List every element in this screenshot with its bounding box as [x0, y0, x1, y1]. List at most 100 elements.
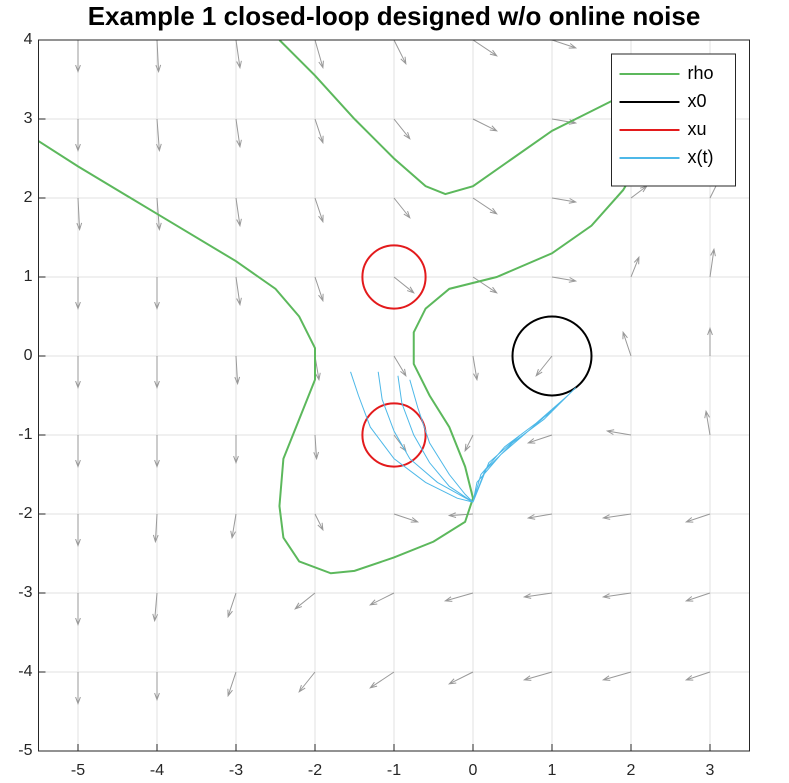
y-tick-label: 4 — [24, 31, 33, 48]
quiver-arrow — [314, 40, 324, 70]
plot-content — [38, 40, 723, 751]
y-tick-label: 2 — [24, 189, 33, 206]
quiver-arrow — [684, 513, 711, 523]
quiver-arrow — [605, 429, 632, 436]
circle-set — [361, 402, 427, 468]
quiver-arrow — [526, 513, 553, 520]
quiver-arrow — [230, 513, 237, 540]
quiver-arrow — [535, 355, 553, 377]
quiver-arrow — [522, 671, 553, 681]
quiver-arrow — [551, 276, 578, 283]
quiver-arrow — [155, 40, 162, 74]
quiver-arrow — [622, 330, 632, 357]
quiver-arrow — [393, 355, 407, 378]
quiver-arrow — [227, 592, 237, 619]
x-tick-label: -3 — [229, 762, 243, 779]
ticks: -5 -4 -3 -2 -1 0 1 2 3 -5 -4 -3 -2 -1 0 1 2 3 4 — [18, 31, 714, 779]
chart-title: Example 1 closed-loop designed w/o onlin… — [88, 1, 701, 31]
quiver-arrow — [472, 276, 498, 294]
y-tick-label: 3 — [24, 110, 33, 127]
y-tick-label: -4 — [18, 663, 32, 680]
quiver-arrow — [550, 750, 552, 751]
x-tick-label: -4 — [150, 762, 164, 779]
quiver-arrow — [314, 276, 324, 303]
quiver-arrow — [393, 513, 420, 523]
quiver-arrow — [393, 197, 411, 219]
legend: rho x0 xu x(t) — [611, 53, 736, 187]
legend-label: x(t) — [688, 147, 714, 167]
quiver-arrow — [369, 671, 395, 689]
quiver-arrow — [709, 247, 716, 278]
quiver-arrow — [684, 592, 711, 602]
legend-label: x0 — [688, 91, 707, 111]
y-tick-label: -3 — [18, 584, 32, 601]
quiver-arrow — [464, 434, 474, 453]
quiver-arrow — [472, 355, 479, 382]
quiver-arrow — [368, 592, 395, 606]
quiver-arrow — [526, 434, 553, 444]
quiver-arrow — [314, 197, 324, 224]
circle-set — [511, 315, 593, 397]
y-tick-label: 1 — [24, 268, 33, 285]
quiver-arrow — [447, 671, 474, 685]
quiver-arrow — [234, 355, 241, 386]
legend-label: xu — [688, 119, 707, 139]
legend-label: rho — [688, 63, 714, 83]
quiver-arrow — [235, 276, 242, 307]
x-tick-label: 2 — [627, 762, 636, 779]
quiver-arrow — [601, 671, 632, 681]
quiver-arrow — [601, 592, 632, 599]
quiver-arrow — [447, 512, 474, 519]
quiver-arrow — [472, 197, 498, 215]
x-tick-label: -1 — [387, 762, 401, 779]
quiver-arrow — [472, 40, 498, 57]
quiver-arrow — [75, 435, 81, 469]
x-tick-label: -2 — [308, 762, 322, 779]
quiver-arrow — [551, 40, 578, 49]
quiver-arrow — [154, 435, 160, 469]
quiver-arrow — [707, 326, 713, 356]
quiver-arrow — [708, 750, 710, 751]
quiver-arrow — [314, 513, 324, 532]
quiver-arrow — [75, 356, 81, 390]
quiver-arrow — [629, 750, 631, 751]
y-tick-label: -1 — [18, 426, 32, 443]
quiver-arrow — [294, 592, 316, 610]
quiver-arrow — [235, 118, 242, 149]
quiver-arrow — [233, 435, 239, 465]
quiver-arrow — [75, 593, 81, 627]
quiver-arrow — [154, 672, 160, 702]
quiver-arrow — [75, 119, 81, 153]
y-tick-label: -5 — [18, 742, 32, 759]
quiver-arrow — [601, 513, 632, 520]
series-line — [350, 371, 577, 503]
quiver-arrow — [393, 40, 407, 66]
quiver-arrow — [298, 671, 316, 693]
quiver-arrow — [75, 277, 81, 311]
quiver-arrow — [522, 592, 553, 599]
x-tick-label: 1 — [548, 762, 557, 779]
quiver-arrow — [235, 40, 242, 70]
quiver-arrow — [227, 671, 237, 698]
quiver-arrow — [75, 514, 81, 548]
circle-set — [361, 244, 427, 310]
quiver-arrow — [314, 118, 324, 145]
quiver-arrow — [152, 592, 159, 623]
quiver-arrow — [443, 592, 474, 602]
x-tick-label: 3 — [706, 762, 715, 779]
quiver-arrow — [704, 409, 711, 436]
quiver-arrow — [551, 197, 578, 204]
y-tick-label: 0 — [24, 347, 33, 364]
quiver-arrow — [472, 118, 499, 132]
x-tick-label: -5 — [71, 762, 85, 779]
quiver-arrow — [156, 118, 162, 153]
quiver-arrow — [313, 434, 320, 461]
quiver-arrow — [684, 671, 711, 681]
quiver-arrow — [393, 276, 415, 294]
quiver-arrow — [710, 40, 711, 41]
quiver-arrow — [235, 197, 242, 228]
quiver-arrow — [152, 513, 159, 544]
quiver-arrow — [75, 40, 81, 74]
quiver-arrow — [631, 40, 635, 41]
